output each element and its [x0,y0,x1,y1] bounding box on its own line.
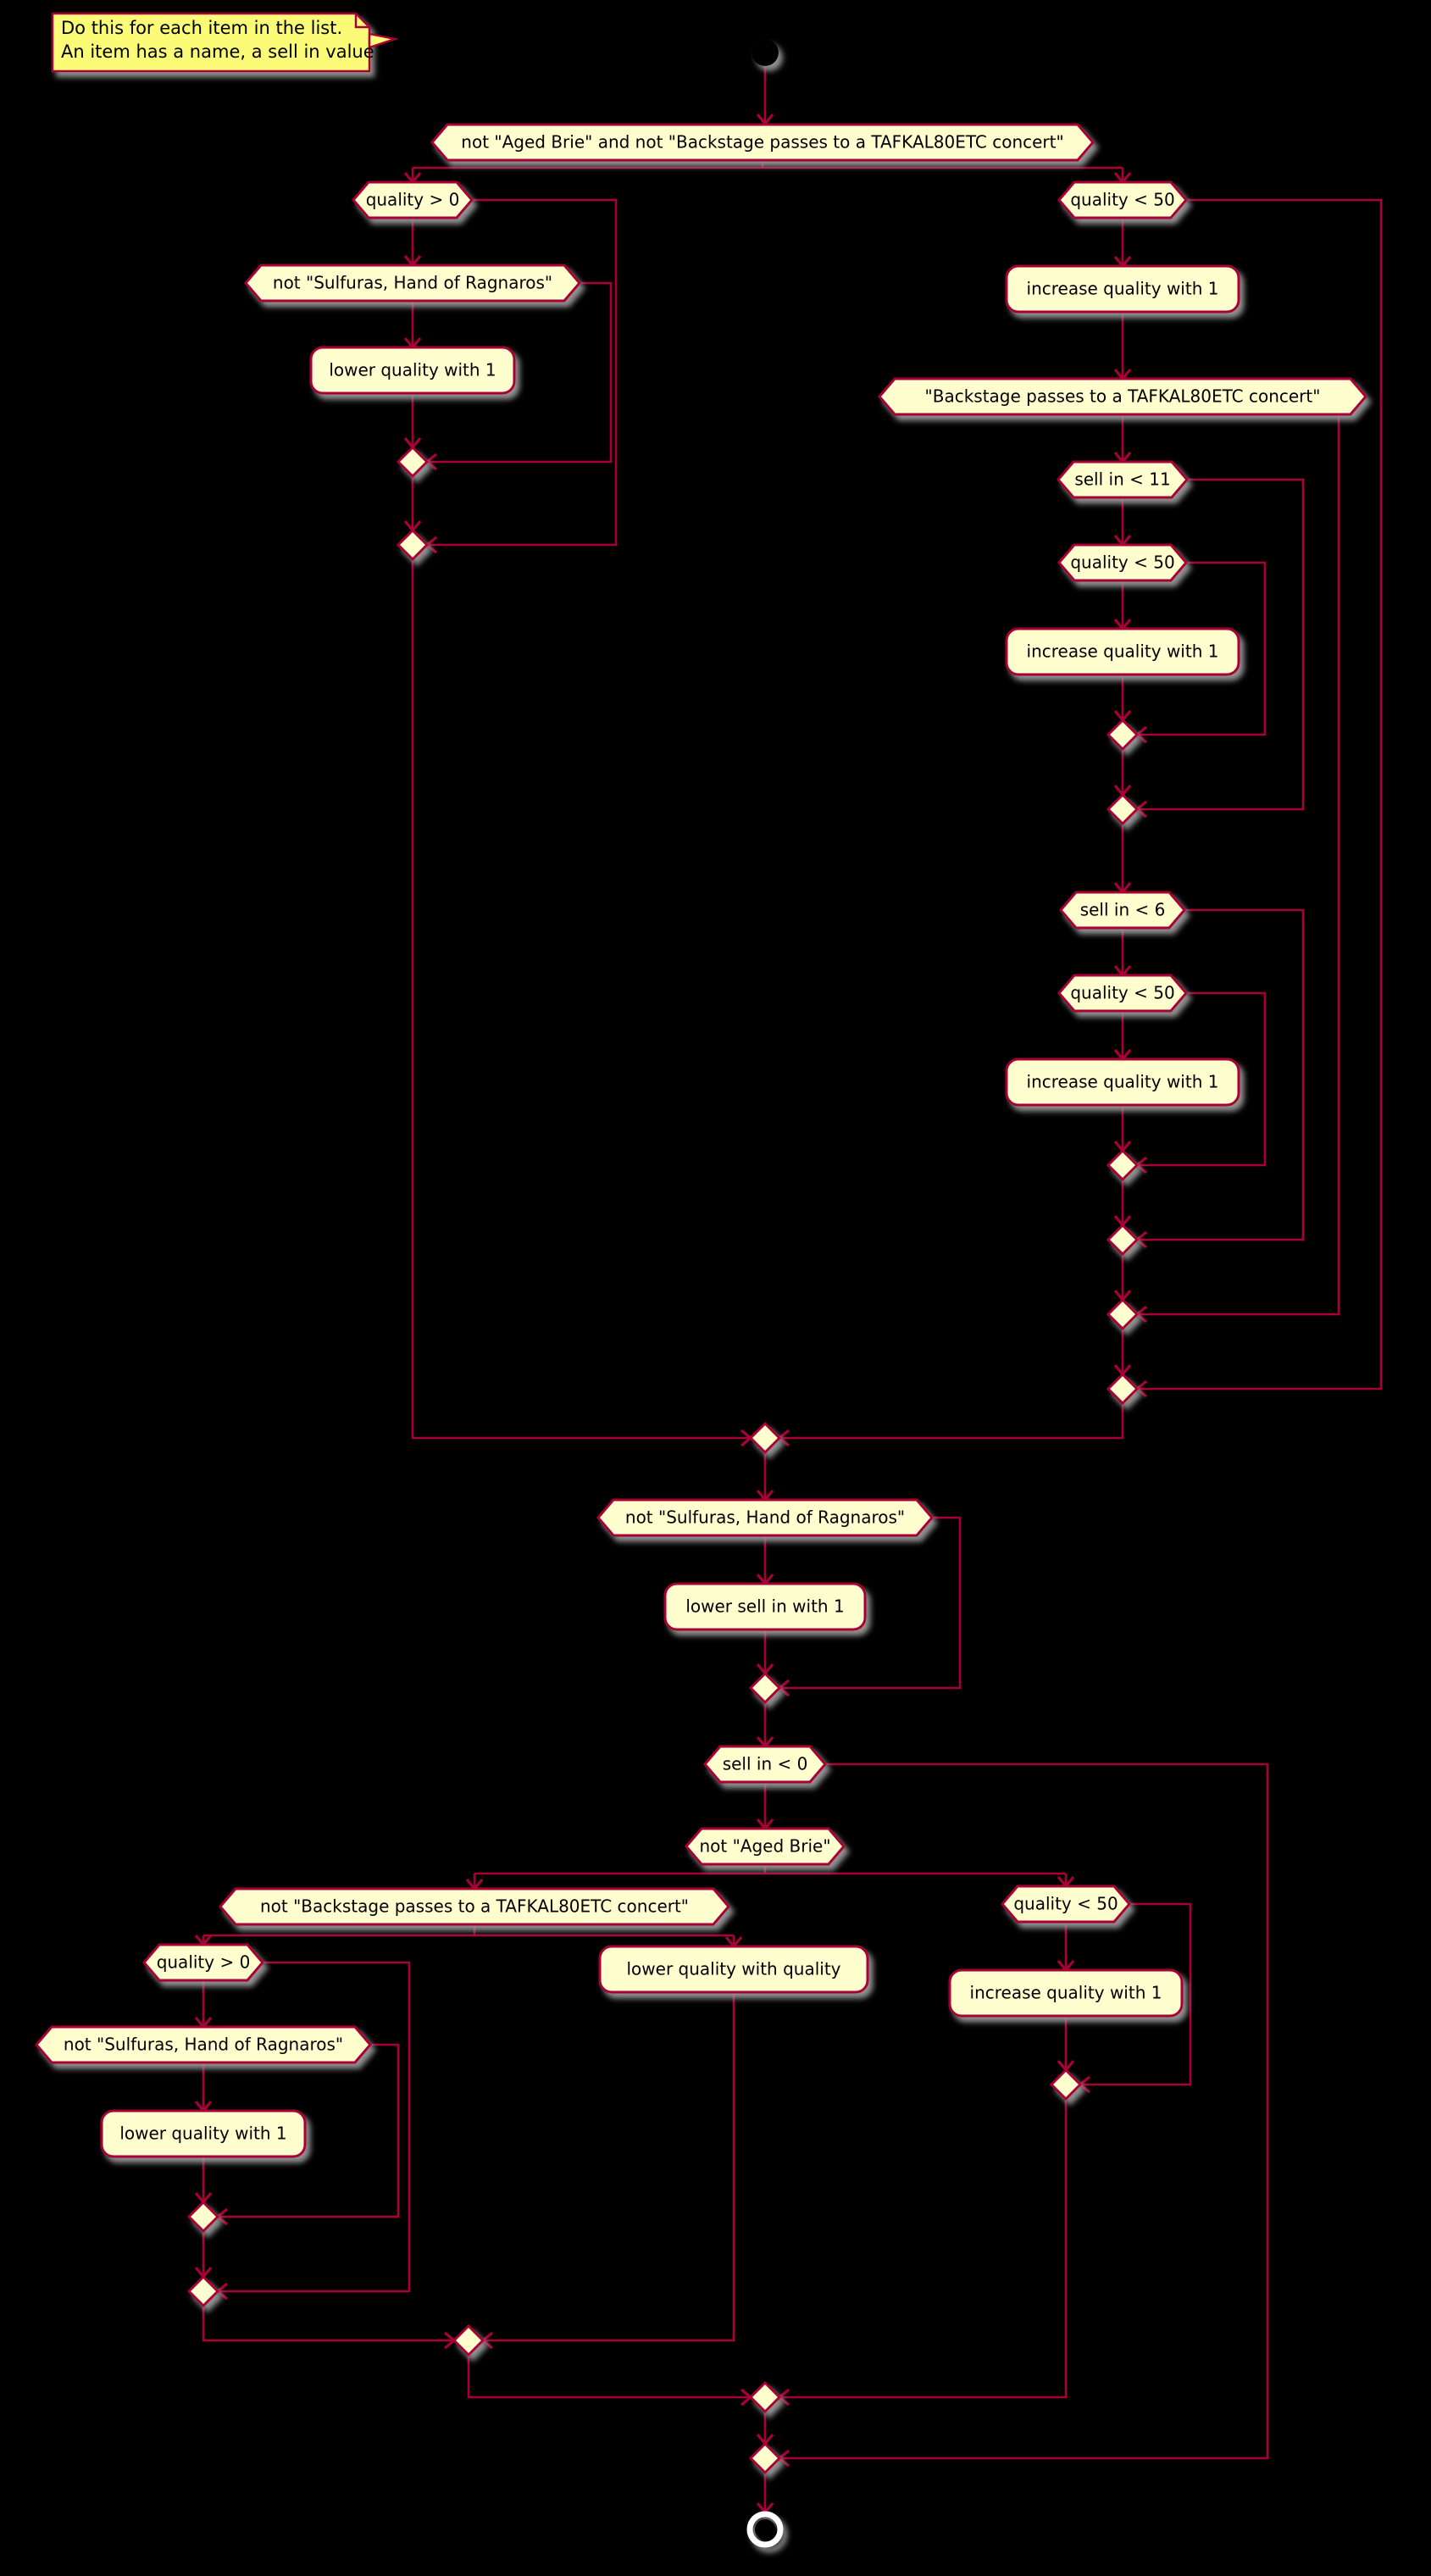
merge-node [186,2200,220,2234]
decision-node [1057,460,1189,499]
decision-label: quality > 0 [366,190,460,210]
note-pointer [368,32,399,49]
action-node [100,2109,307,2158]
action-node [1005,627,1240,676]
decision-label: not "Sulfuras, Hand of Ragnaros" [273,273,552,293]
edge-sell0-no [779,1763,1269,2460]
note-line-2: An item has a name, a sell in value and … [61,42,551,62]
start-node [752,39,779,66]
edge-backstage-no [1137,395,1366,1316]
decision-node [1057,180,1188,219]
decision-node [1001,1885,1131,1924]
edge-m14-to-m15 [779,2099,1068,2399]
edge-m12-to-m13 [202,2306,454,2342]
action-node [663,1582,867,1631]
edge-sell11-no [1137,478,1305,811]
decision-node [352,180,474,219]
edge-lowerqq-to-m13 [483,1992,735,2342]
merge-node [1106,792,1140,826]
action-label: lower quality with 1 [329,360,496,380]
edge-sell6-no [1137,908,1305,1241]
action-node [309,346,516,395]
decision-label: sell in < 6 [1080,900,1166,920]
merge-node [748,1421,782,1455]
merge-node [452,2323,485,2357]
decision-node [244,264,581,303]
decision-label: quality < 50 [1013,1894,1118,1914]
merge-node [1049,2068,1083,2101]
decision-node [596,1498,934,1537]
note-body [51,12,371,73]
action-node [1005,264,1240,314]
decision-node [1057,974,1188,1013]
merge-node [1106,718,1140,752]
edge-sulf2-no [779,1516,962,1690]
decision-node [219,1887,730,1926]
edge-sulf3-no [218,2043,400,2218]
merge-node [748,1671,782,1705]
action-label: increase quality with 1 [1027,279,1219,299]
decision-label: quality < 50 [1070,983,1174,1003]
merge-node [1106,1297,1140,1331]
edge-m13-to-m15 [467,2355,751,2399]
edge-q0b-no [218,1961,411,2293]
edge-q50-no [1137,198,1383,1391]
edge-left-branch-to-m9 [411,559,751,1440]
merge-node [1106,1223,1140,1257]
decision-label: not "Aged Brie" [699,1836,830,1857]
decision-node [430,123,1095,162]
decision-label: quality < 50 [1070,552,1174,573]
action-label: increase quality with 1 [970,1983,1162,2003]
action-node [948,1968,1184,2018]
decision-node [35,2025,372,2064]
merge-node [1106,1372,1140,1406]
decision-label: "Backstage passes to a TAFKAL80ETC conce… [925,386,1321,407]
merge-node [396,528,430,562]
decision-node [703,1745,827,1784]
decision-node [142,1943,264,1982]
merge-node [748,2380,782,2414]
decision-label: not "Sulfuras, Hand of Ragnaros" [64,2035,343,2055]
action-node [1005,1058,1240,1107]
edge-sulf-no [427,281,613,464]
note-fold [354,14,369,29]
action-label: lower quality with 1 [119,2124,286,2144]
action-label: lower quality with quality [626,1959,840,1979]
decision-label: quality < 50 [1070,190,1174,210]
edge-q50b-no [1137,561,1267,736]
decision-label: sell in < 0 [723,1754,808,1774]
decision-label: not "Aged Brie" and not "Backstage passe… [461,132,1063,153]
decision-label: quality > 0 [157,1952,251,1973]
decision-label: not "Sulfuras, Hand of Ragnaros" [625,1507,905,1528]
action-label: lower sell in with 1 [685,1596,844,1617]
action-label: increase quality with 1 [1027,641,1219,662]
decision-label: not "Backstage passes to a TAFKAL80ETC c… [260,1896,689,1917]
decision-node [1057,543,1188,582]
end-node-core [755,2519,775,2540]
decision-label: sell in < 11 [1074,469,1170,490]
merge-node [1106,1148,1140,1182]
edge-right-branch-to-m9 [779,1403,1124,1440]
decision-node [685,1827,846,1866]
end-node-ring [746,2511,784,2548]
merge-node [396,445,430,479]
decision-node [1059,891,1186,930]
note-line-1: Do this for each item in the list. [61,18,342,38]
action-node [598,1945,869,1994]
edge-q50c-no [1137,991,1267,1167]
merge-node [186,2274,220,2308]
edge-q50d-no [1080,1902,1192,2086]
action-label: increase quality with 1 [1027,1072,1219,1092]
note-group: Do this for each item in the list. An ite… [51,12,551,73]
decision-node [878,377,1367,416]
edge-q0-no [427,198,618,547]
merge-node [748,2441,782,2475]
